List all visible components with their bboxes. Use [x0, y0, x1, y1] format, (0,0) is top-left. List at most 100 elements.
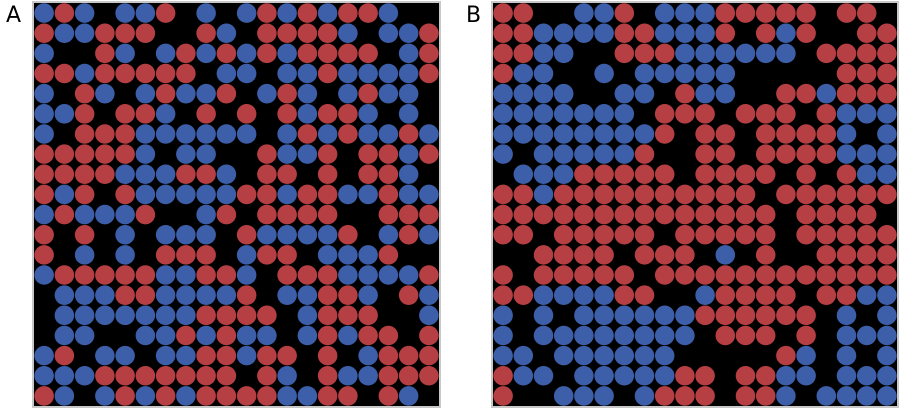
- red-agent: [856, 265, 877, 285]
- blue-agent: [297, 144, 318, 164]
- red-agent: [675, 366, 695, 386]
- blue-agent: [338, 184, 358, 205]
- blue-agent: [695, 285, 715, 305]
- red-agent: [317, 386, 338, 406]
- grid: [493, 3, 897, 406]
- red-agent: [755, 164, 776, 185]
- blue-agent: [95, 345, 115, 366]
- red-agent: [155, 386, 176, 406]
- blue-agent: [297, 63, 318, 84]
- red-agent: [776, 184, 796, 205]
- red-agent: [675, 224, 695, 245]
- red-agent: [776, 3, 796, 23]
- blue-agent: [634, 386, 655, 406]
- blue-agent: [856, 285, 877, 305]
- blue-agent: [419, 305, 439, 326]
- blue-agent: [553, 325, 574, 346]
- red-agent: [776, 265, 796, 285]
- red-agent: [216, 345, 237, 366]
- blue-agent: [553, 43, 574, 64]
- red-agent: [614, 204, 635, 225]
- red-agent: [115, 366, 135, 386]
- blue-agent: [513, 124, 534, 144]
- red-agent: [135, 265, 156, 285]
- blue-agent: [277, 144, 297, 164]
- red-agent: [553, 265, 574, 285]
- red-agent: [816, 285, 837, 305]
- blue-agent: [236, 265, 257, 285]
- red-agent: [216, 325, 237, 346]
- blue-agent: [135, 83, 156, 104]
- red-agent: [338, 124, 358, 144]
- blue-agent: [358, 124, 378, 144]
- blue-agent: [715, 63, 736, 84]
- blue-agent: [155, 345, 176, 366]
- red-agent: [715, 124, 736, 144]
- red-agent: [816, 204, 837, 225]
- blue-agent: [236, 43, 257, 64]
- blue-agent: [176, 144, 196, 164]
- blue-agent: [574, 23, 594, 43]
- blue-agent: [155, 184, 176, 205]
- red-agent: [277, 245, 297, 265]
- red-agent: [675, 386, 695, 406]
- blue-agent: [74, 325, 95, 346]
- blue-agent: [155, 305, 176, 326]
- blue-agent: [877, 366, 897, 386]
- red-agent: [493, 23, 513, 43]
- red-agent: [675, 83, 695, 104]
- red-agent: [317, 366, 338, 386]
- blue-agent: [533, 23, 554, 43]
- red-agent: [614, 23, 635, 43]
- red-agent: [176, 366, 196, 386]
- red-agent: [257, 305, 277, 326]
- blue-agent: [176, 345, 196, 366]
- blue-agent: [594, 144, 614, 164]
- red-agent: [216, 204, 237, 225]
- blue-agent: [115, 204, 135, 225]
- red-agent: [257, 345, 277, 366]
- blue-agent: [594, 104, 614, 124]
- red-agent: [654, 184, 675, 205]
- red-agent: [297, 3, 318, 23]
- red-agent: [553, 224, 574, 245]
- blue-agent: [877, 345, 897, 366]
- blue-agent: [257, 224, 277, 245]
- blue-agent: [95, 285, 115, 305]
- red-agent: [317, 144, 338, 164]
- blue-agent: [513, 104, 534, 124]
- blue-agent: [317, 3, 338, 23]
- red-agent: [338, 305, 358, 326]
- blue-agent: [513, 63, 534, 84]
- red-agent: [34, 63, 54, 84]
- blue-agent: [398, 104, 419, 124]
- red-agent: [378, 164, 399, 185]
- blue-agent: [695, 23, 715, 43]
- red-agent: [796, 224, 816, 245]
- red-agent: [877, 265, 897, 285]
- red-agent: [877, 43, 897, 64]
- red-agent: [695, 366, 715, 386]
- red-agent: [257, 144, 277, 164]
- blue-agent: [553, 83, 574, 104]
- blue-agent: [398, 184, 419, 205]
- blue-agent: [54, 386, 75, 406]
- blue-agent: [553, 386, 574, 406]
- red-agent: [317, 305, 338, 326]
- blue-agent: [634, 325, 655, 346]
- red-agent: [135, 63, 156, 84]
- blue-agent: [856, 386, 877, 406]
- red-agent: [675, 184, 695, 205]
- red-agent: [715, 23, 736, 43]
- red-agent: [877, 63, 897, 84]
- red-agent: [755, 204, 776, 225]
- blue-agent: [675, 325, 695, 346]
- blue-agent: [493, 104, 513, 124]
- red-agent: [95, 43, 115, 64]
- blue-agent: [614, 83, 635, 104]
- red-agent: [513, 204, 534, 225]
- blue-agent: [675, 23, 695, 43]
- red-agent: [115, 285, 135, 305]
- red-agent: [196, 265, 216, 285]
- blue-agent: [155, 164, 176, 185]
